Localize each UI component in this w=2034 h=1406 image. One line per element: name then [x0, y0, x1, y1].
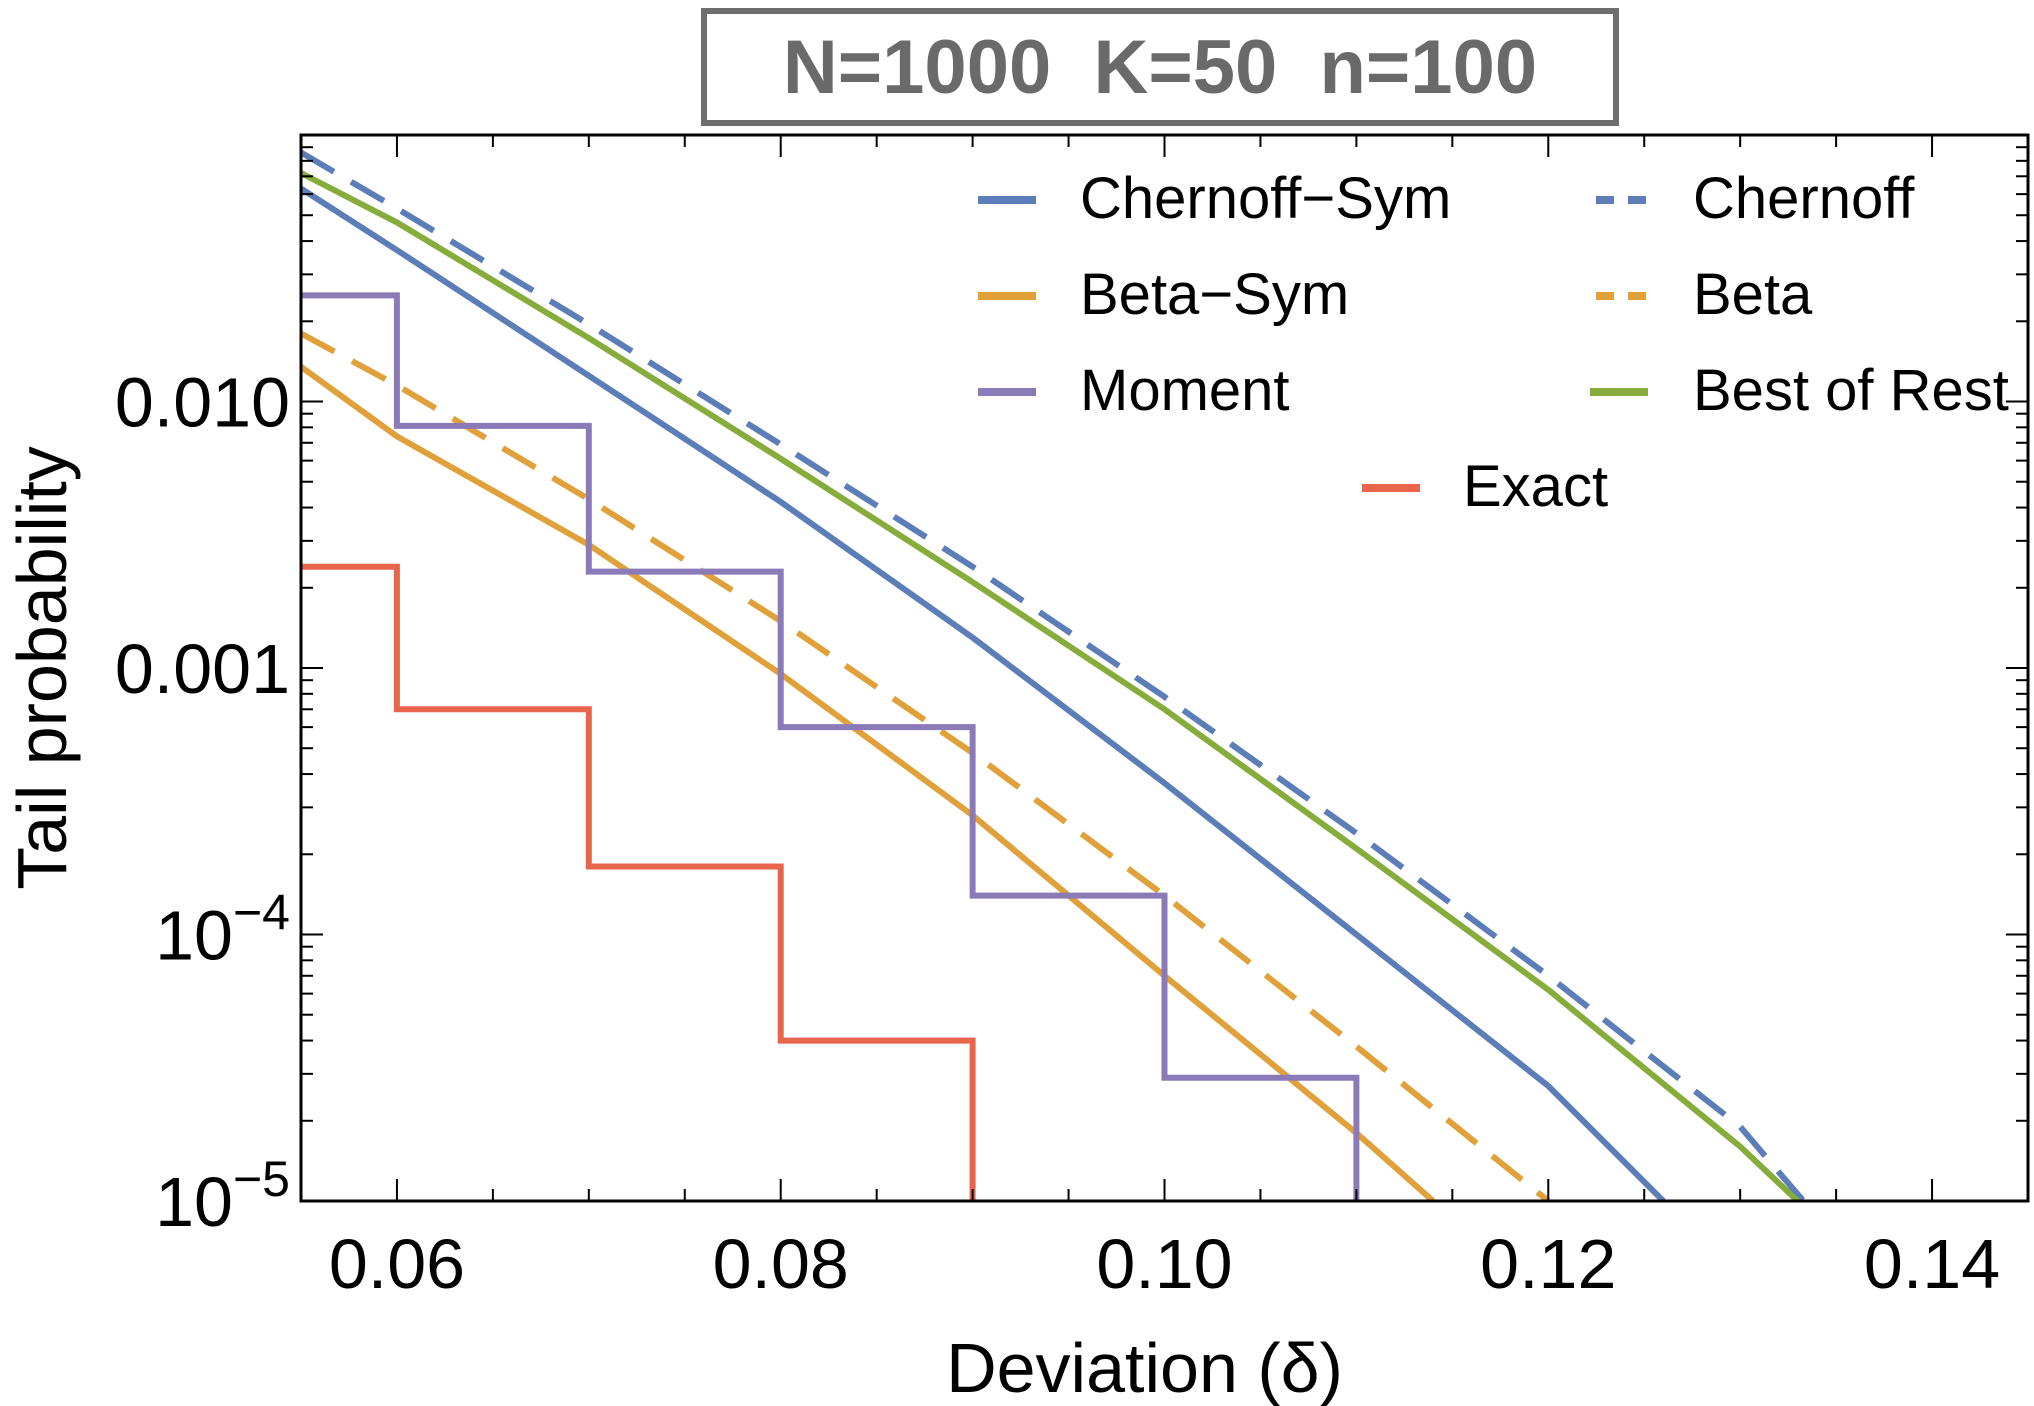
legend-label: Beta	[1693, 262, 1813, 327]
y-tick-label-exponent: −5	[233, 1151, 290, 1207]
x-tick-label: 0.08	[713, 1225, 849, 1303]
legend-label: Chernoff−Sym	[1080, 166, 1451, 231]
y-axis-label: Tail probability	[3, 446, 81, 890]
y-tick-label: 10−4	[155, 885, 290, 975]
y-tick-label: 0.010	[115, 364, 290, 442]
series-group	[301, 149, 1806, 1201]
series-line-beta	[301, 330, 1551, 1201]
legend-label: Chernoff	[1693, 166, 1915, 231]
x-tick-label: 0.10	[1096, 1225, 1232, 1303]
y-tick-label-base: 10	[155, 1163, 233, 1241]
legend-label: Beta−Sym	[1080, 262, 1349, 327]
x-tick-label: 0.12	[1480, 1225, 1616, 1303]
chart-title: N=1000 K=50 n=100	[701, 8, 1619, 126]
series-line-exact	[301, 563, 976, 1201]
x-tick-label: 0.14	[1864, 1225, 2000, 1303]
y-tick-label: 10−5	[155, 1151, 290, 1241]
legend-label: Best of Rest	[1693, 358, 2009, 423]
series-line-chernoff-sym	[301, 185, 1666, 1201]
legend-label: Moment	[1080, 358, 1290, 423]
y-tick-label: 0.001	[115, 630, 290, 708]
y-tick-label-exponent: −4	[233, 885, 290, 941]
legend-label: Exact	[1463, 454, 1608, 519]
series-line-moment	[301, 292, 1360, 1201]
legend: Chernoff−Sym Chernoff Beta−Sym Beta Moment Be…	[978, 166, 2009, 519]
y-tick-label-base: 10	[155, 897, 233, 975]
x-tick-label: 0.06	[329, 1225, 465, 1303]
x-axis-label: Deviation (δ)	[946, 1329, 1343, 1406]
series-line-best-of-rest	[301, 170, 1800, 1201]
series-line-beta-sym	[301, 364, 1436, 1201]
series-line-chernoff	[301, 149, 1806, 1201]
